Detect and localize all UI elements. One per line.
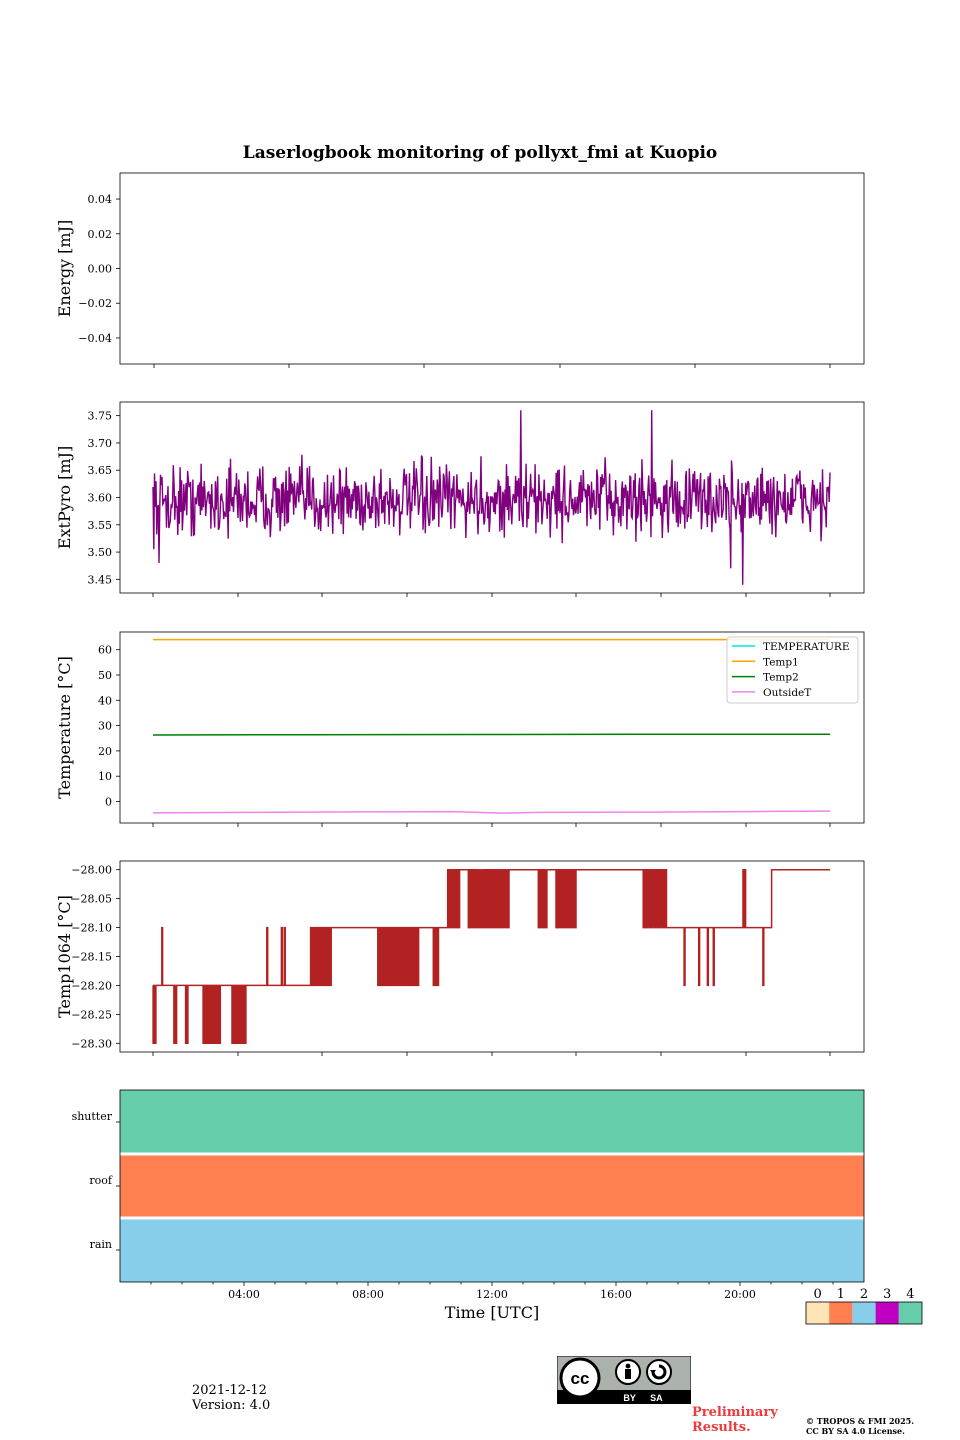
svg-text:cc: cc xyxy=(571,1369,590,1388)
colorbar-swatch-3 xyxy=(875,1302,899,1324)
legend-entry: Temp1 xyxy=(763,656,799,668)
y-tick-label: −0.04 xyxy=(78,332,112,345)
legend: TEMPERATURE Temp1 Temp2 OutsideT xyxy=(726,636,859,704)
cc-by-sa-badge: cc BY SA xyxy=(557,1356,691,1404)
colorbar-swatch-1 xyxy=(829,1302,853,1324)
y-tick-label: −28.05 xyxy=(71,893,112,906)
y-tick-label: 30 xyxy=(98,720,112,733)
preliminary-results-label: Preliminary Results. xyxy=(692,1405,778,1435)
y-tick-label: −28.10 xyxy=(71,922,112,935)
colorbar-label: 0 xyxy=(813,1287,821,1302)
colorbar-label: 2 xyxy=(860,1287,868,1302)
extpyro-line xyxy=(152,410,831,585)
y-tick-label: 50 xyxy=(98,669,112,682)
x-axis-label: Time [UTC] xyxy=(445,1303,539,1322)
y-tick-label: 3.60 xyxy=(88,492,113,505)
version-label: Version: 4.0 xyxy=(192,1398,271,1413)
date-version-label: 2021-12-12 Version: 4.0 xyxy=(192,1383,270,1413)
share-alike-icon xyxy=(646,1359,672,1385)
x-tick-label: 04:00 xyxy=(228,1288,260,1301)
status-row-label: roof xyxy=(89,1174,113,1187)
y-axis-label-2: ExtPyro [mJ] xyxy=(55,446,74,549)
attribution-icon xyxy=(615,1359,641,1385)
copyright-label: © TROPOS & FMI 2025. CC BY SA 4.0 Licens… xyxy=(806,1416,914,1436)
y-tick-label: −28.20 xyxy=(71,979,112,992)
y-tick-label: −28.25 xyxy=(71,1008,112,1021)
colorbar-frame xyxy=(805,1301,923,1325)
y-tick-label: 10 xyxy=(98,770,112,783)
cc-icon: cc xyxy=(559,1357,601,1399)
y-tick-label: 3.65 xyxy=(88,464,113,477)
y-tick-label: 0 xyxy=(105,795,112,808)
y-tick-label: −28.00 xyxy=(71,864,112,877)
legend-entry: Temp2 xyxy=(763,672,799,684)
panel-frame-1 xyxy=(119,172,865,365)
colorbar-swatch-2 xyxy=(852,1302,876,1324)
chart-title: Laserlogbook monitoring of pollyxt_fmi a… xyxy=(243,143,718,163)
legend-entry: OutsideT xyxy=(763,687,811,699)
x-tick-label: 16:00 xyxy=(600,1288,632,1301)
y-tick-label: −0.02 xyxy=(78,297,112,310)
y-tick-label: 0.02 xyxy=(88,228,113,241)
y-tick-label: 0.04 xyxy=(88,193,113,206)
legend-entry: TEMPERATURE xyxy=(763,641,850,653)
y-axis-label-4: Temp1064 [°C] xyxy=(55,895,74,1018)
y-tick-label: 3.50 xyxy=(88,546,113,559)
legend-box xyxy=(726,636,859,704)
x-tick-label: 20:00 xyxy=(724,1288,756,1301)
colorbar-label: 4 xyxy=(906,1287,914,1302)
y-tick-label: −28.30 xyxy=(71,1037,112,1050)
y-tick-label: 0.00 xyxy=(88,263,113,276)
x-tick-label: 12:00 xyxy=(476,1288,508,1301)
status-row-roof xyxy=(120,1155,864,1217)
date-label: 2021-12-12 xyxy=(192,1383,267,1398)
y-tick-label: −28.15 xyxy=(71,951,112,964)
y-axis-label-1: Energy [mJ] xyxy=(55,220,74,318)
copyright-line-1: © TROPOS & FMI 2025. xyxy=(806,1416,915,1426)
copyright-line-2: CC BY SA 4.0 License. xyxy=(806,1426,905,1436)
series-line-temp2 xyxy=(152,733,830,736)
y-tick-label: 3.70 xyxy=(88,437,113,450)
y-tick-label: 3.45 xyxy=(88,573,113,586)
license-badge-label: BY SA xyxy=(623,1393,663,1403)
y-tick-label: 40 xyxy=(98,694,112,707)
colorbar-swatch-4 xyxy=(898,1302,922,1324)
y-axis-label-3: Temperature [°C] xyxy=(55,656,74,799)
colorbar-label: 3 xyxy=(883,1287,891,1302)
y-tick-label: 3.55 xyxy=(88,519,113,532)
y-tick-label: 60 xyxy=(98,644,112,657)
status-row-label: rain xyxy=(90,1238,112,1251)
y-tick-label: 20 xyxy=(98,745,112,758)
series-line-outsidet xyxy=(152,810,831,814)
colorbar-label: 1 xyxy=(837,1287,845,1302)
temp1064-line xyxy=(152,868,830,1045)
status-row-shutter xyxy=(120,1090,864,1153)
x-tick-label: 08:00 xyxy=(352,1288,384,1301)
status-row-label: shutter xyxy=(72,1110,113,1123)
y-tick-label: 3.75 xyxy=(88,410,113,423)
colorbar-swatch-0 xyxy=(806,1302,830,1324)
status-row-rain xyxy=(120,1219,864,1282)
